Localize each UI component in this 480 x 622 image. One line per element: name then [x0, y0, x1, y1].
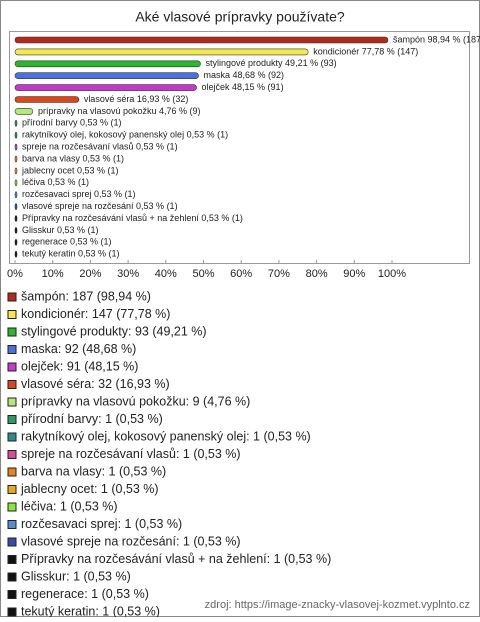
legend-swatch	[7, 450, 17, 459]
legend-label: vlasové séra: 32 (16,93 %)	[21, 377, 170, 391]
legend-label: barva na vlasy: 1 (0,53 %)	[21, 464, 166, 478]
legend-swatch	[7, 502, 17, 512]
bar	[14, 239, 18, 246]
legend-label: Glisskur: 1 (0,53 %)	[21, 569, 131, 583]
x-tick-label: 70%	[268, 268, 290, 280]
legend-label: vlasové spreje na rozčesání: 1 (0,53 %)	[21, 534, 241, 548]
bar	[14, 155, 18, 163]
legend-swatch	[7, 520, 17, 529]
x-tick-label: 40%	[155, 268, 177, 280]
legend-label: šampón: 187 (98,94 %)	[21, 289, 151, 303]
bar	[14, 143, 18, 151]
legend-swatch	[7, 397, 17, 407]
bar-label: Glisskur 0,53 % (1)	[22, 225, 99, 235]
bar-label: léčiva 0,53 % (1)	[22, 177, 89, 187]
legend-label: regenerace: 1 (0,53 %)	[21, 587, 149, 601]
legend-label: olejček: 91 (48,15 %)	[21, 359, 138, 373]
bar-label: kondicionér 77,78 % (147)	[313, 46, 418, 56]
bar-label: přírodní barvy 0,53 % (1)	[22, 118, 122, 128]
bar-label: stylingové produkty 49,21 % (93)	[206, 58, 337, 68]
legend-label: tekutý keratin: 1 (0,53 %)	[21, 604, 160, 617]
legend-swatch	[7, 537, 17, 547]
bar	[14, 203, 18, 210]
legend-swatch	[7, 415, 17, 424]
chart-title: Aké vlasové prípravky používate?	[135, 9, 345, 25]
legend-swatch	[7, 327, 17, 337]
legend-label: maska: 92 (48,68 %)	[21, 342, 136, 356]
x-tick-label: 80%	[306, 268, 328, 280]
bar	[14, 215, 18, 222]
legend-label: prípravky na vlasovú pokožku: 9 (4,76 %)	[21, 394, 250, 408]
bar	[14, 131, 18, 139]
plot-area	[9, 31, 470, 264]
bar	[14, 191, 18, 198]
bar	[14, 96, 80, 103]
x-tick-label: 30%	[117, 268, 139, 280]
bar	[14, 227, 18, 234]
bar-label: regenerace 0,53 % (1)	[22, 237, 112, 247]
bar	[14, 108, 34, 115]
legend-swatch	[7, 310, 17, 319]
x-tick-label: 20%	[79, 268, 101, 280]
x-tick-label: 50%	[192, 268, 214, 280]
bar-label: vlasové séra 16,93 % (32)	[84, 94, 189, 104]
x-tick-label: 90%	[343, 268, 365, 280]
legend-swatch	[7, 345, 17, 354]
bar	[14, 179, 18, 187]
legend-label: stylingové produkty: 93 (49,21 %)	[21, 324, 207, 338]
legend-label: přírodní barvy: 1 (0,53 %)	[21, 412, 163, 426]
bar-label: spreje na rozčesávaní vlasů 0,53 % (1)	[22, 141, 178, 151]
legend-swatch	[7, 607, 17, 617]
bar-label: šampón 98,94 % (187)	[393, 34, 480, 44]
legend-label: rozčesavaci sprej: 1 (0,53 %)	[21, 517, 182, 531]
legend-swatch	[7, 380, 17, 389]
legend-swatch	[7, 362, 17, 372]
source: zdroj: https://image-znacky-vlasovej-koz…	[205, 599, 470, 611]
legend-label: rakytníkový olej, kokosový panenský olej…	[21, 429, 311, 443]
bar-label: rakytníkový olej, kokosový panenský olej…	[22, 130, 228, 140]
bar	[14, 250, 18, 258]
legend-label: kondicionér: 147 (77,78 %)	[21, 307, 170, 321]
x-tick-label: 0%	[7, 268, 23, 280]
x-tick-label: 60%	[230, 268, 252, 280]
legend-label: léčiva: 1 (0,53 %)	[21, 499, 118, 513]
legend-swatch	[7, 555, 17, 564]
legend-label: jablecny ocet: 1 (0,53 %)	[20, 482, 159, 496]
legend-swatch	[7, 292, 17, 302]
bar	[14, 72, 199, 79]
x-tick-label: 100%	[378, 268, 406, 280]
legend-swatch	[7, 485, 17, 494]
legend-swatch	[7, 432, 17, 442]
bar-label: barva na vlasy 0,53 % (1)	[22, 153, 124, 163]
bar-label: vlasové spreje na rozčesání 0,53 % (1)	[22, 201, 178, 211]
bar	[14, 60, 201, 68]
bar-label: jablecny ocet 0,53 % (1)	[21, 165, 119, 175]
bar	[14, 167, 18, 175]
bar-label: maska 48,68 % (92)	[204, 70, 285, 80]
legend-swatch	[7, 590, 17, 599]
bar-label: prípravky na vlasovú pokožku 4,76 % (9)	[38, 106, 201, 116]
bar-label: olejček 48,15 % (91)	[202, 82, 284, 92]
bar-label: rozčesavaci sprej 0,53 % (1)	[22, 189, 136, 199]
bar	[14, 84, 197, 91]
bar-label: tekutý keratin 0,53 % (1)	[22, 249, 120, 259]
legend-label: Přípravky na rozčesávání vlasů + na žehl…	[21, 552, 331, 566]
legend-swatch	[7, 467, 17, 477]
bar	[14, 48, 309, 56]
legend-swatch	[7, 572, 17, 582]
bar	[14, 36, 389, 44]
bar	[14, 120, 18, 127]
x-tick-label: 10%	[42, 268, 64, 280]
bar-label: Přípravky na rozčesávání vlasů + na žehl…	[22, 213, 243, 223]
legend-label: spreje na rozčesávaní vlasů: 1 (0,53 %)	[21, 447, 241, 461]
